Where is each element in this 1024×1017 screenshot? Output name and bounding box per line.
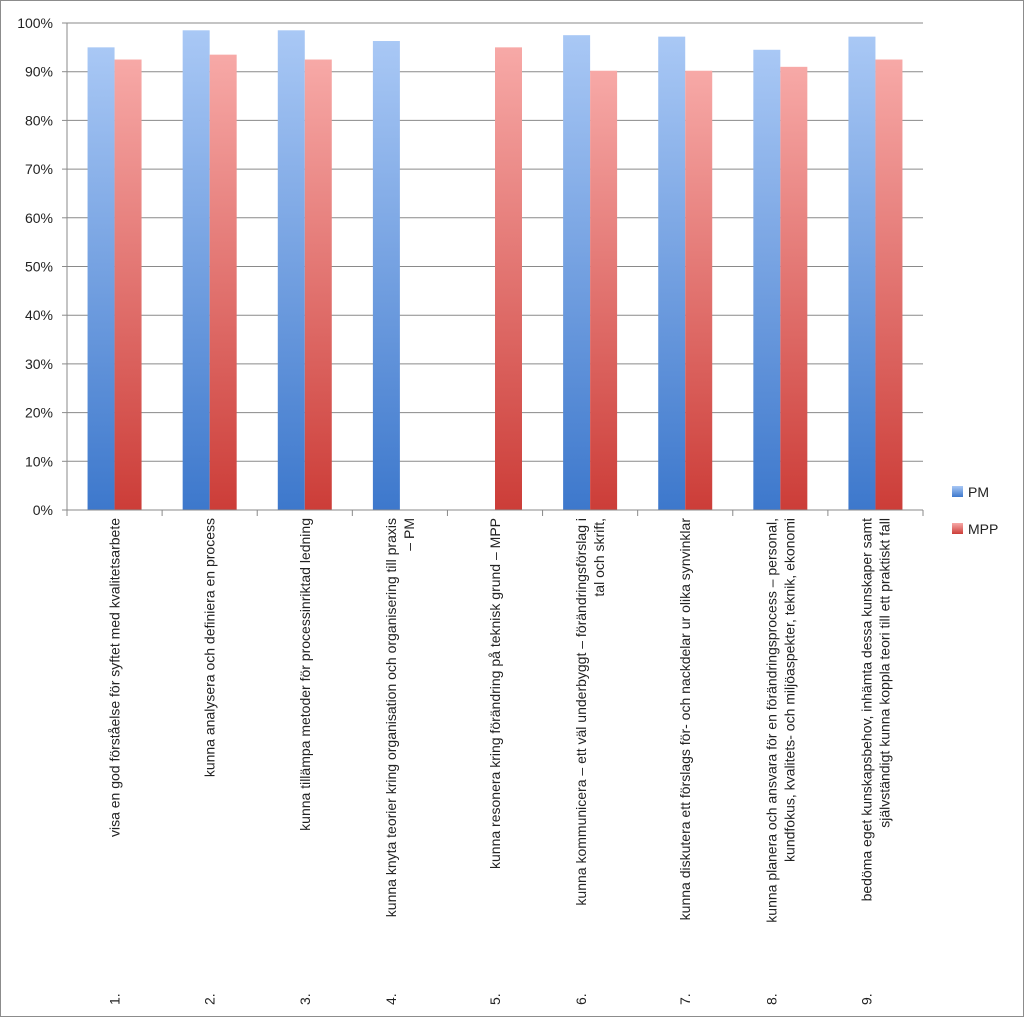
x-tick-label-text: kunna resonera kring förändring på tekni… [487, 518, 503, 869]
x-tick-label-text: självständigt kunna koppla teori till et… [876, 518, 892, 828]
x-tick-label-number: 5. [487, 993, 503, 1005]
x-axis-labels: 1. visa en god förståelse för syftet med … [107, 518, 893, 1005]
bar-pm-7 [658, 36, 686, 511]
x-tick-label-9: 9. bedöma eget kunskapsbehov, inhämta des… [858, 518, 892, 1005]
bar-mpp-2 [209, 54, 237, 510]
x-tick-label-text: kunna planera och ansvara för en förändr… [763, 518, 779, 923]
y-tick-label: 20% [25, 405, 53, 421]
y-tick-label: 90% [25, 64, 53, 80]
x-tick-label-8: 8. kunna planera och ansvara för en förän… [763, 518, 797, 1005]
bar-pm-6 [563, 35, 591, 511]
x-tick-label-4: 4. kunna knyta teorier kring organisation… [383, 518, 417, 1005]
x-tick-label-text: visa en god förståelse för syftet med kv… [107, 518, 123, 837]
x-tick-label-number: 4. [383, 993, 399, 1005]
bar-mpp-8 [780, 66, 808, 510]
bar-mpp-9 [875, 59, 903, 511]
legend-label: MPP [968, 521, 998, 537]
bars [87, 30, 903, 511]
x-tick-label-number: 7. [677, 993, 693, 1005]
axes [66, 23, 924, 516]
bar-mpp-5 [495, 47, 522, 510]
x-tick-label-text: bedöma eget kunskapsbehov, inhämta dessa… [858, 518, 874, 902]
x-tick-label-number: 6. [573, 993, 589, 1005]
x-tick-label-number: 2. [202, 993, 218, 1005]
y-tick-label: 0% [33, 502, 53, 518]
x-tick-label-text: – PM [401, 518, 417, 551]
bar-mpp-3 [304, 59, 332, 511]
bar-mpp-7 [685, 70, 713, 510]
x-tick-label-6: 6. kunna kommunicera – ett väl underbyggt… [573, 518, 607, 1005]
y-tick-label: 100% [17, 15, 53, 31]
y-tick-label: 60% [25, 210, 53, 226]
x-tick-label-2: 2. kunna analysera och definiera en proce… [202, 518, 218, 1005]
x-tick-label-text: kundfokus, kvalitets- och miljöaspekter,… [781, 518, 797, 862]
legend-swatch [952, 486, 963, 497]
y-tick-label: 10% [25, 453, 53, 469]
x-tick-label-number: 8. [763, 993, 779, 1005]
legend-item-pm: PM [952, 484, 989, 500]
x-tick-label-text: kunna diskutera ett förslags för- och na… [677, 518, 693, 921]
x-tick-label-text: kunna tillämpa metoder för processinrikt… [297, 518, 313, 831]
x-tick-label-text: tal och skrift, [591, 518, 607, 597]
legend: PM MPP [952, 484, 998, 537]
x-tick-label-7: 7. kunna diskutera ett förslags för- och … [677, 518, 693, 1005]
x-tick-label-text: kunna kommunicera – ett väl underbyggt –… [573, 518, 589, 906]
legend-swatch [952, 523, 963, 534]
bar-pm-9 [848, 36, 876, 511]
x-tick-label-number: 1. [107, 993, 123, 1005]
y-tick-label: 80% [25, 112, 53, 128]
bar-pm-4 [372, 41, 400, 510]
x-tick-label-3: 3. kunna tillämpa metoder för processinri… [297, 518, 313, 1005]
y-tick-label: 50% [25, 259, 53, 275]
y-tick-label: 40% [25, 307, 53, 323]
bar-pm-3 [277, 30, 305, 511]
bar-mpp-6 [590, 70, 618, 510]
y-tick-label: 30% [25, 356, 53, 372]
y-tick-label: 70% [25, 161, 53, 177]
bar-pm-2 [182, 30, 210, 511]
y-axis-ticks: 0% 10% 20% 30% 40% 50% 60% 70% 80% 90% 100% [17, 15, 67, 518]
legend-item-mpp: MPP [952, 521, 998, 537]
x-tick-label-number: 3. [297, 993, 313, 1005]
legend-label: PM [968, 484, 989, 500]
x-tick-label-text: kunna analysera och definiera en process [202, 518, 218, 777]
x-tick-label-number: 9. [858, 993, 874, 1005]
x-tick-label-1: 1. visa en god förståelse för syftet med … [107, 518, 123, 1005]
x-tick-label-text: kunna knyta teorier kring organisation o… [383, 518, 399, 917]
bar-pm-1 [87, 47, 115, 510]
bar-mpp-1 [114, 59, 142, 511]
bar-pm-8 [753, 49, 781, 510]
x-tick-label-5: 5. kunna resonera kring förändring på tek… [487, 518, 503, 1005]
